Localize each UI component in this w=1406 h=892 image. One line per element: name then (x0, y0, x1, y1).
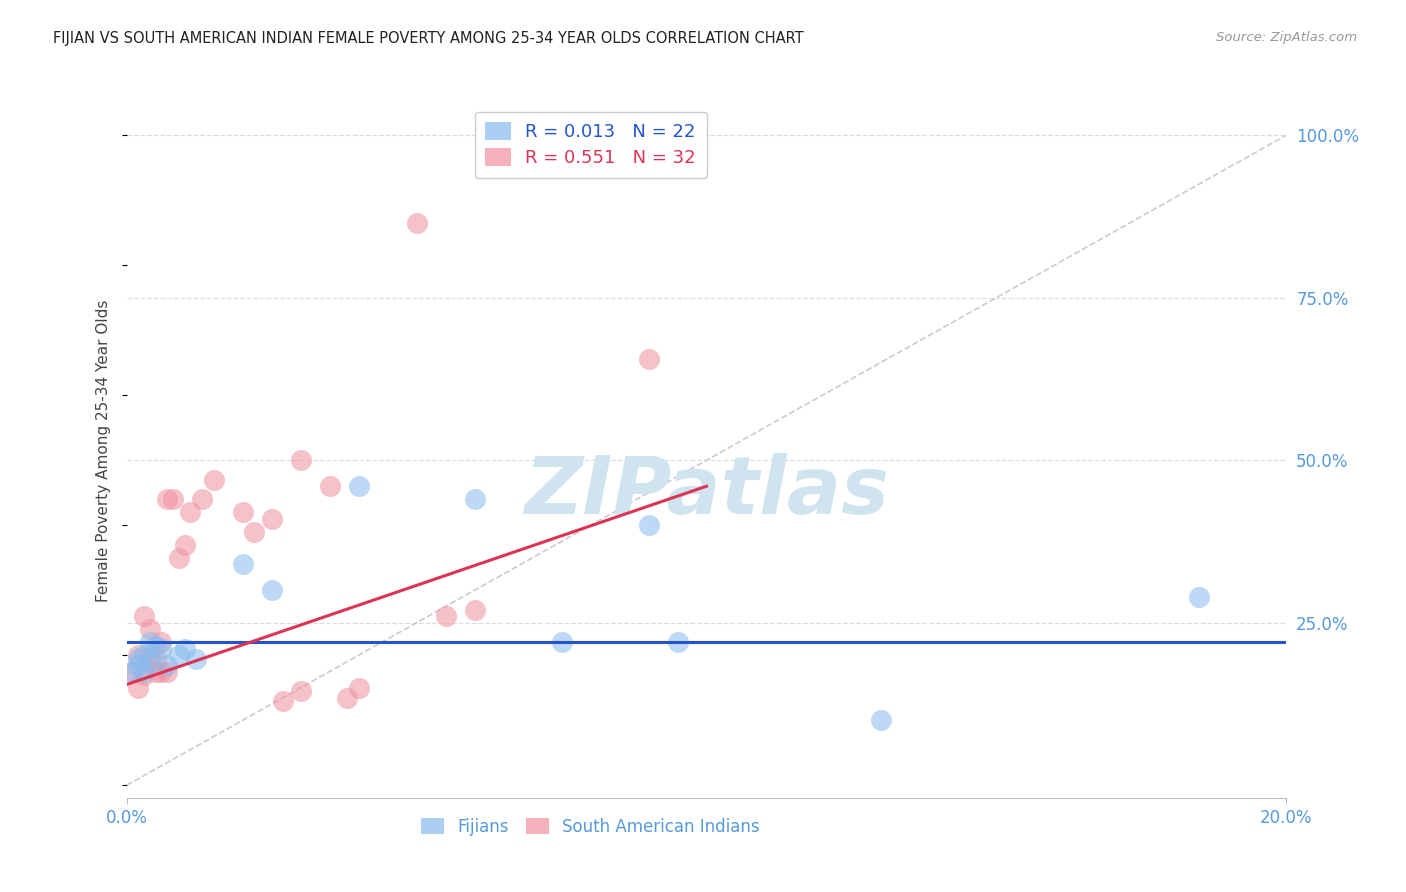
Point (260, 512, 283, 526)
Point (127, 681, 149, 695)
Legend: Fijians, South American Indians: Fijians, South American Indians (415, 811, 766, 842)
Point (173, 641, 195, 656)
Point (186, 651, 208, 665)
Point (127, 651, 149, 665)
Point (167, 550, 190, 565)
Point (138, 655, 162, 669)
Text: ZIPatlas: ZIPatlas (524, 453, 889, 532)
Text: Source: ZipAtlas.com: Source: ZipAtlas.com (1216, 31, 1357, 45)
Y-axis label: Female Poverty Among 25-34 Year Olds: Female Poverty Among 25-34 Year Olds (96, 300, 111, 601)
Point (127, 658, 149, 673)
Point (290, 453, 312, 467)
Point (150, 641, 173, 656)
Point (231, 558, 254, 572)
Point (191, 492, 214, 507)
Point (150, 635, 173, 649)
Point (666, 635, 689, 649)
Point (318, 479, 340, 493)
Point (121, 665, 143, 679)
Point (271, 694, 294, 708)
Point (162, 492, 184, 507)
Point (260, 583, 283, 598)
Point (132, 648, 155, 663)
Point (156, 658, 179, 673)
Point (637, 518, 659, 533)
Point (243, 524, 266, 539)
Point (405, 216, 427, 230)
Point (231, 505, 254, 519)
Point (145, 651, 167, 665)
Point (145, 639, 167, 653)
Point (464, 492, 486, 507)
Point (173, 538, 195, 552)
Point (336, 690, 359, 705)
Point (550, 635, 572, 649)
Point (138, 622, 162, 636)
Point (150, 665, 173, 679)
Point (347, 681, 370, 695)
Point (347, 479, 370, 493)
Point (179, 505, 201, 519)
Point (138, 635, 162, 649)
Point (132, 609, 155, 624)
Point (132, 667, 155, 681)
Point (637, 352, 659, 367)
Point (156, 665, 179, 679)
Point (121, 665, 143, 679)
Point (1188, 590, 1211, 604)
Point (145, 665, 167, 679)
Point (138, 648, 162, 663)
Point (290, 684, 312, 698)
Point (202, 473, 225, 487)
Point (464, 603, 486, 617)
Text: FIJIAN VS SOUTH AMERICAN INDIAN FEMALE POVERTY AMONG 25-34 YEAR OLDS CORRELATION: FIJIAN VS SOUTH AMERICAN INDIAN FEMALE P… (53, 31, 804, 46)
Point (156, 492, 179, 507)
Point (167, 648, 190, 663)
Point (132, 665, 155, 679)
Point (127, 648, 149, 663)
Point (869, 714, 891, 728)
Point (434, 609, 457, 624)
